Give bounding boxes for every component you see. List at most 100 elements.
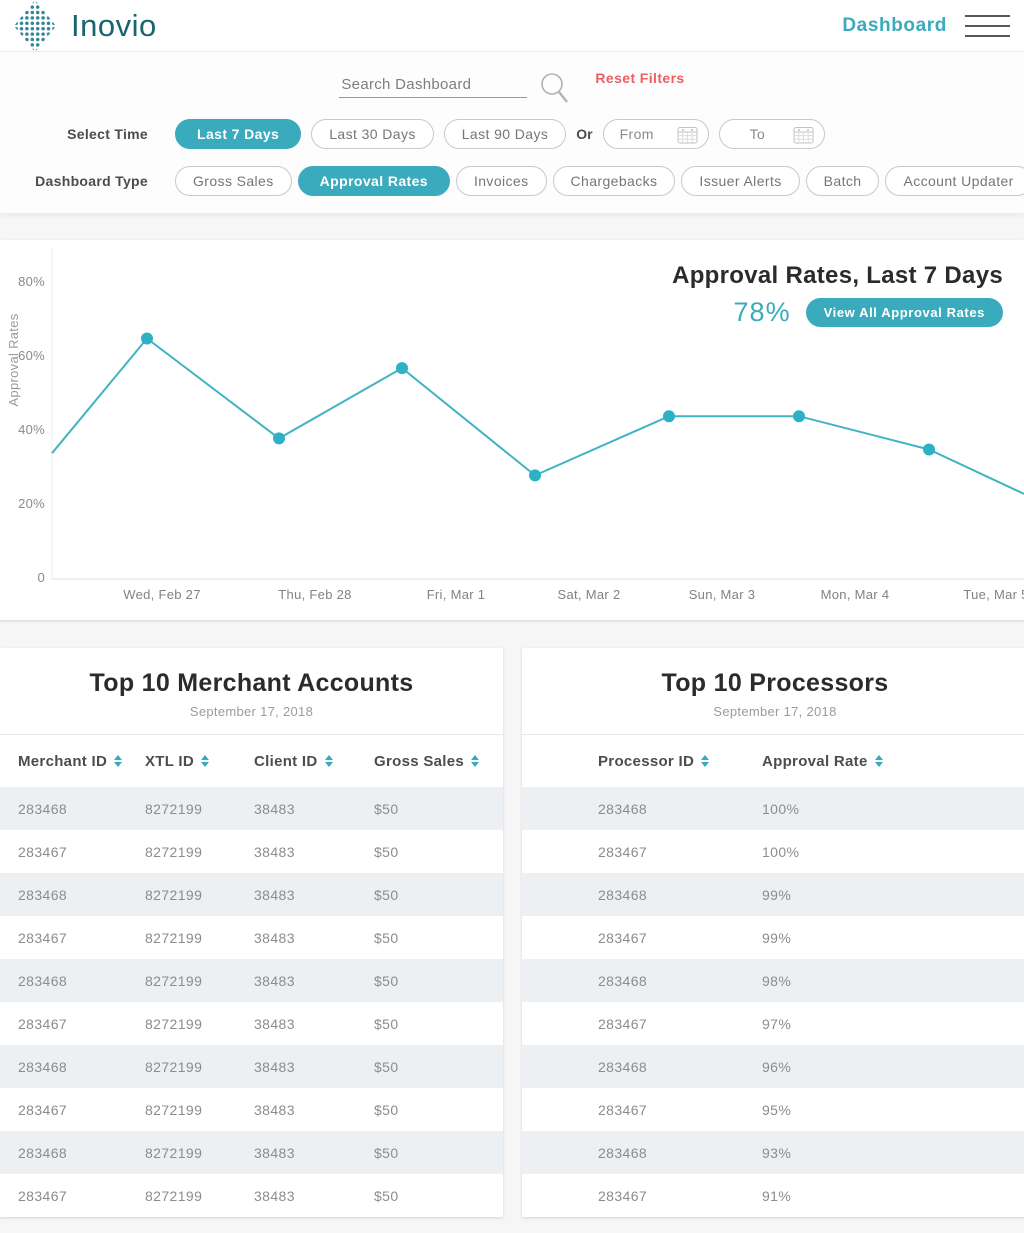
column-label: Processor ID bbox=[598, 752, 695, 770]
dashboard-type-options: Gross Sales Approval Rates Invoices Chargeb… bbox=[175, 166, 1024, 196]
cell-processor-id: 283468 bbox=[598, 1058, 648, 1075]
cell-client-id: 38483 bbox=[254, 1187, 295, 1204]
data-point-thu-feb-28[interactable] bbox=[273, 432, 285, 445]
table-row[interactable]: 283468 8272199 38483 $50 bbox=[0, 959, 503, 1002]
column-label: Merchant ID bbox=[18, 752, 108, 770]
table-row[interactable]: 283468 93% bbox=[522, 1131, 1024, 1174]
column-header-processor-id[interactable]: Processor ID bbox=[522, 753, 762, 770]
table-row[interactable]: 283468 100% bbox=[522, 787, 1024, 830]
x-tick-label: Tue, Mar 5 bbox=[963, 587, 1024, 602]
cell-xtl-id: 8272199 bbox=[145, 886, 203, 903]
table-row[interactable]: 283468 98% bbox=[522, 959, 1024, 1002]
sort-down-arrow bbox=[874, 762, 883, 767]
table-row[interactable]: 283467 8272199 38483 $50 bbox=[0, 916, 503, 959]
hamburger-menu-icon[interactable] bbox=[965, 10, 1010, 42]
cell-processor-id: 283467 bbox=[598, 929, 648, 946]
cell-xtl-id: 8272199 bbox=[145, 800, 203, 817]
sort-icon[interactable] bbox=[471, 755, 480, 767]
table-row[interactable]: 283467 97% bbox=[522, 1002, 1024, 1045]
cell-merchant-id: 283467 bbox=[18, 929, 68, 946]
table-row[interactable]: 283468 8272199 38483 $50 bbox=[0, 1045, 503, 1088]
cell-xtl-id: 8272199 bbox=[145, 1187, 203, 1204]
sort-icon[interactable] bbox=[114, 755, 123, 767]
search-input[interactable] bbox=[339, 72, 528, 98]
time-option-last-90-days[interactable]: Last 90 Days bbox=[443, 119, 567, 149]
table-row[interactable]: 283468 99% bbox=[522, 873, 1024, 916]
table-row[interactable]: 283467 8272199 38483 $50 bbox=[0, 1174, 503, 1217]
inovio-logo-icon bbox=[14, 0, 56, 52]
sort-up-arrow bbox=[874, 755, 883, 760]
data-point-wed-feb-27[interactable] bbox=[141, 332, 153, 345]
sort-icon[interactable] bbox=[874, 755, 883, 767]
cell-gross-sales: $50 bbox=[374, 843, 399, 860]
table-row[interactable]: 283467 95% bbox=[522, 1088, 1024, 1131]
table-row[interactable]: 283467 8272199 38483 $50 bbox=[0, 1002, 503, 1045]
x-tick-label: Wed, Feb 27 bbox=[123, 587, 201, 602]
cell-xtl-id: 8272199 bbox=[145, 1058, 203, 1075]
column-header-gross-sales[interactable]: Gross Sales bbox=[374, 753, 503, 770]
table-row[interactable]: 283468 8272199 38483 $50 bbox=[0, 873, 503, 916]
table-row[interactable]: 283467 91% bbox=[522, 1174, 1024, 1217]
page-title: Dashboard bbox=[842, 14, 947, 36]
data-point-sun-mar-3[interactable] bbox=[663, 410, 675, 423]
type-option-invoices[interactable]: Invoices bbox=[455, 166, 547, 196]
merchant-accounts-card: Top 10 Merchant Accounts September 17, 20… bbox=[0, 648, 503, 1217]
type-option-account-updater[interactable]: Account Updater bbox=[885, 166, 1024, 196]
table-body: 283468 8272199 38483 $50 283467 8272199 38483 $… bbox=[0, 787, 503, 1217]
sort-down-arrow bbox=[201, 762, 210, 767]
search-icon[interactable] bbox=[539, 72, 569, 104]
column-header-merchant-id[interactable]: Merchant ID bbox=[0, 753, 145, 770]
sort-icon[interactable] bbox=[701, 755, 710, 767]
time-option-last-7-days[interactable]: Last 7 Days bbox=[175, 119, 302, 149]
sort-up-arrow bbox=[114, 755, 123, 760]
time-option-last-30-days[interactable]: Last 30 Days bbox=[311, 119, 434, 149]
type-option-issuer-alerts[interactable]: Issuer Alerts bbox=[681, 166, 800, 196]
x-tick-label: Thu, Feb 28 bbox=[278, 587, 352, 602]
cell-gross-sales: $50 bbox=[374, 1015, 399, 1032]
approval-rates-line-chart bbox=[51, 248, 1024, 580]
y-tick-label: 60% bbox=[18, 348, 45, 363]
table-row[interactable]: 283467 8272199 38483 $50 bbox=[0, 1088, 503, 1131]
date-from-button[interactable]: From bbox=[602, 119, 709, 149]
reset-filters-link[interactable]: Reset Filters bbox=[595, 70, 685, 86]
table-row[interactable]: 283467 8272199 38483 $50 bbox=[0, 830, 503, 873]
brand-logo[interactable]: Inovio bbox=[8, 0, 157, 53]
table-row[interactable]: 283467 100% bbox=[522, 830, 1024, 873]
sort-down-arrow bbox=[701, 762, 710, 767]
table-row[interactable]: 283468 8272199 38483 $50 bbox=[0, 1131, 503, 1174]
column-label: XTL ID bbox=[145, 752, 195, 770]
view-all-approval-rates-button[interactable]: View All Approval Rates bbox=[805, 298, 1003, 327]
sort-icon[interactable] bbox=[201, 755, 210, 767]
table-row[interactable]: 283467 99% bbox=[522, 916, 1024, 959]
type-option-chargebacks[interactable]: Chargebacks bbox=[552, 166, 676, 196]
data-point-mon-mar-4[interactable] bbox=[793, 410, 805, 423]
cell-client-id: 38483 bbox=[254, 800, 295, 817]
sort-up-arrow bbox=[471, 755, 480, 760]
data-point-sat-mar-2[interactable] bbox=[529, 469, 541, 482]
x-tick-label: Mon, Mar 4 bbox=[820, 587, 890, 602]
table-title: Top 10 Merchant Accounts bbox=[89, 669, 414, 697]
table-subtitle: September 17, 2018 bbox=[713, 704, 837, 719]
date-to-button[interactable]: To bbox=[718, 119, 825, 149]
type-option-gross-sales[interactable]: Gross Sales bbox=[175, 166, 292, 196]
table-row[interactable]: 283468 8272199 38483 $50 bbox=[0, 787, 503, 830]
table-row[interactable]: 283468 96% bbox=[522, 1045, 1024, 1088]
column-header-approval-rate[interactable]: Approval Rate bbox=[762, 753, 1024, 770]
cell-client-id: 38483 bbox=[254, 972, 295, 989]
cell-client-id: 38483 bbox=[254, 1144, 295, 1161]
column-header-xtl-id[interactable]: XTL ID bbox=[145, 753, 254, 770]
dashboard-type-row: Dashboard Type Gross Sales Approval Rates… bbox=[0, 166, 1024, 196]
dashboard-type-label: Dashboard Type bbox=[35, 173, 148, 189]
type-option-batch[interactable]: Batch bbox=[805, 166, 880, 196]
cell-processor-id: 283468 bbox=[598, 800, 648, 817]
cell-gross-sales: $50 bbox=[374, 1187, 399, 1204]
table-header: Top 10 Processors September 17, 2018 bbox=[522, 648, 1024, 735]
data-point-fri-mar-1[interactable] bbox=[396, 362, 408, 375]
sort-icon[interactable] bbox=[324, 755, 333, 767]
column-header-client-id[interactable]: Client ID bbox=[254, 753, 374, 770]
x-tick-label: Sun, Mar 3 bbox=[688, 587, 756, 602]
data-point-tue-mar-5[interactable] bbox=[923, 443, 935, 456]
type-option-approval-rates[interactable]: Approval Rates bbox=[297, 166, 450, 196]
cell-xtl-id: 8272199 bbox=[145, 929, 203, 946]
cell-client-id: 38483 bbox=[254, 886, 295, 903]
